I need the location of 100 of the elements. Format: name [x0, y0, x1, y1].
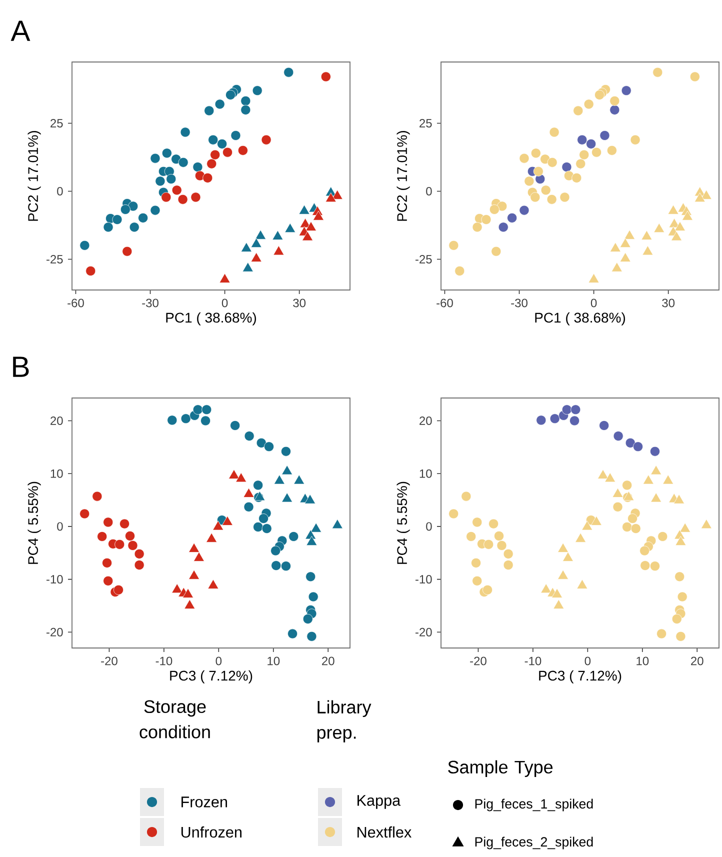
point [503, 548, 514, 559]
point [172, 584, 183, 594]
point [650, 561, 660, 572]
point [454, 266, 465, 276]
point [586, 138, 596, 149]
point [558, 542, 569, 552]
x-axis-title: PC1 ( 38.68%) [535, 312, 626, 326]
point [282, 492, 293, 502]
point [547, 157, 558, 168]
point [284, 223, 296, 233]
point [298, 204, 310, 214]
point [674, 221, 686, 231]
x-tick-label: 0 [584, 656, 591, 666]
point [253, 522, 264, 532]
point [306, 572, 316, 582]
y-tick-label: -25 [46, 255, 63, 264]
x-tick-label: -60 [436, 298, 453, 308]
point [250, 252, 262, 262]
point [192, 404, 203, 415]
point [244, 431, 254, 442]
point [208, 134, 218, 145]
point [288, 628, 298, 639]
point [700, 519, 712, 529]
point [206, 532, 218, 542]
point [622, 480, 632, 490]
point [214, 99, 225, 110]
point [294, 474, 305, 484]
point [240, 96, 251, 106]
point [604, 472, 616, 482]
point [80, 240, 90, 250]
point [484, 539, 494, 550]
y-tick-label: 20 [50, 416, 63, 425]
point [624, 230, 636, 240]
point [332, 519, 343, 529]
point [575, 532, 586, 542]
point [304, 494, 316, 504]
point [620, 252, 631, 262]
x-tick-label: 10 [636, 656, 649, 666]
point [576, 158, 586, 169]
point [654, 223, 665, 233]
point [558, 570, 569, 580]
point [155, 176, 166, 186]
point [656, 628, 667, 639]
point [570, 416, 580, 426]
point [553, 599, 564, 609]
point [633, 442, 644, 452]
point [610, 96, 620, 106]
point [273, 246, 284, 256]
point [80, 508, 90, 519]
point [599, 420, 610, 430]
legend-label: Unfrozen [181, 826, 242, 838]
point [103, 222, 114, 232]
legend-label: Pig_feces_1_spiked [475, 798, 593, 812]
text: A [10, 20, 30, 41]
point [86, 266, 96, 276]
point [570, 404, 581, 415]
point [550, 414, 560, 424]
point [222, 516, 233, 526]
point [674, 494, 685, 504]
point [489, 204, 500, 214]
x-tick-label: -10 [524, 656, 542, 666]
legend-title: Storage condition [140, 700, 210, 738]
point [261, 134, 272, 145]
x-tick-label: 0 [216, 656, 222, 666]
point [630, 524, 641, 534]
point [519, 205, 530, 216]
point [610, 242, 621, 252]
point [242, 262, 254, 272]
point [252, 86, 262, 96]
point [519, 153, 530, 164]
point [562, 162, 572, 172]
point [92, 491, 102, 502]
point [530, 192, 540, 202]
point [641, 230, 652, 240]
point [588, 273, 600, 283]
point [190, 192, 201, 202]
point [306, 631, 317, 642]
x-tick-label: -10 [156, 656, 172, 666]
legend-title: Library prep. [317, 700, 372, 742]
point [625, 438, 636, 448]
y-tick-label: 0 [426, 522, 432, 531]
point [236, 472, 247, 482]
point [613, 431, 624, 442]
point [650, 465, 662, 475]
point [507, 212, 518, 223]
point [134, 560, 144, 570]
point [675, 536, 686, 546]
y-tick-label: 0 [57, 186, 63, 196]
point [562, 404, 572, 415]
legend-label: Frozen [182, 796, 227, 808]
y-axis-title: PC2 ( 17.01%) [396, 130, 410, 221]
point [640, 560, 650, 571]
point [611, 262, 622, 272]
point [305, 221, 317, 231]
point [676, 631, 686, 642]
point [271, 560, 282, 571]
x-axis-title: PC3 ( 7.12%) [539, 670, 622, 684]
y-tick-label: 0 [426, 186, 432, 196]
point [270, 546, 281, 556]
point [491, 246, 502, 256]
